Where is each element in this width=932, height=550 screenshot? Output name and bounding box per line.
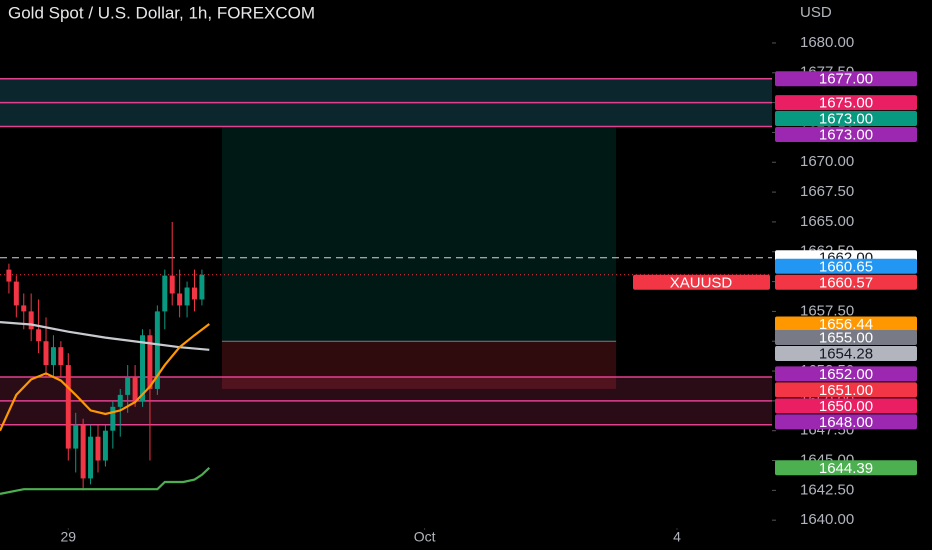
price-label-box xyxy=(775,316,917,332)
price-label: 1677.00 xyxy=(819,71,873,88)
indicator-line xyxy=(0,323,210,432)
candle-body xyxy=(13,281,19,306)
y-tick-label: 1665.00 xyxy=(800,213,854,230)
candle-body xyxy=(110,406,116,431)
y-tick-label: 1657.50 xyxy=(800,302,854,319)
price-label-box xyxy=(775,414,917,430)
candle-body xyxy=(80,424,86,479)
y-tick-label: 1640.00 xyxy=(800,511,854,528)
price-label-box xyxy=(775,330,917,346)
price-label: 1650.00 xyxy=(819,398,873,415)
price-tag: XAUUSD xyxy=(670,274,733,291)
stop-zone xyxy=(221,341,617,389)
price-label: 1655.00 xyxy=(819,329,873,346)
candle-body xyxy=(88,436,94,479)
candle-body xyxy=(177,293,183,306)
y-tick-label: 1680.00 xyxy=(800,34,854,51)
price-label: 1660.65 xyxy=(819,258,873,275)
candle-body xyxy=(28,311,34,330)
candle-body xyxy=(147,335,153,389)
price-label: 1673.00 xyxy=(819,126,873,143)
price-label-box xyxy=(775,95,917,111)
price-label-box xyxy=(775,398,917,414)
candle-body xyxy=(199,274,205,300)
price-label: 1675.00 xyxy=(819,95,873,112)
target-zone xyxy=(221,126,617,342)
candle-body xyxy=(95,436,101,461)
x-tick-label: 29 xyxy=(61,529,77,545)
candle-body xyxy=(169,275,175,294)
price-label-box xyxy=(775,382,917,398)
price-label: 1660.57 xyxy=(819,274,873,291)
price-axis: 1640.001642.501645.001647.501650.001652.… xyxy=(772,34,917,528)
plot-area: 29 Oct 4 XAUUSD xyxy=(0,77,772,545)
candle-body xyxy=(65,365,71,449)
candle-body xyxy=(6,269,12,282)
price-label-box xyxy=(775,366,917,382)
price-label: 1651.00 xyxy=(819,382,873,399)
candle-body xyxy=(43,341,49,366)
price-label-box xyxy=(775,126,917,142)
price-label: 1656.44 xyxy=(819,316,873,333)
candle-body xyxy=(140,335,146,401)
candle-body xyxy=(132,377,138,401)
price-label: 1652.00 xyxy=(819,366,873,383)
candle-body xyxy=(125,377,131,395)
price-label: 1673.00 xyxy=(819,110,873,127)
x-tick-label: Oct xyxy=(414,529,436,545)
y-tick-label: 1642.50 xyxy=(800,481,854,498)
candle-body xyxy=(50,347,56,366)
chart-title: Gold Spot / U.S. Dollar, 1h, FOREXCOM xyxy=(8,3,315,22)
y-tick-label: 1670.00 xyxy=(800,153,854,170)
price-label-box xyxy=(775,346,917,362)
price-label-box xyxy=(775,274,917,290)
x-tick-label: 4 xyxy=(673,529,681,545)
y-tick-label: 1667.50 xyxy=(800,183,854,200)
price-label: 1648.00 xyxy=(819,414,873,431)
indicator-line xyxy=(0,467,211,495)
price-label: 1644.39 xyxy=(819,460,873,477)
candle-body xyxy=(73,424,79,449)
price-tag-box xyxy=(633,274,770,290)
candle-body xyxy=(21,305,27,312)
candle-body xyxy=(36,329,42,342)
price-label: 1654.28 xyxy=(819,345,873,362)
candle-body xyxy=(162,275,168,312)
price-label-box xyxy=(775,110,917,126)
currency: USD xyxy=(800,4,832,21)
candle-body xyxy=(117,394,123,407)
candle-body xyxy=(184,287,190,306)
candle-body xyxy=(102,430,108,461)
price-label-box xyxy=(775,460,917,476)
price-label-box xyxy=(775,71,917,87)
candle-body xyxy=(58,347,64,366)
candle-body xyxy=(154,311,160,389)
candle-body xyxy=(191,287,197,300)
price-label-box xyxy=(775,258,917,274)
